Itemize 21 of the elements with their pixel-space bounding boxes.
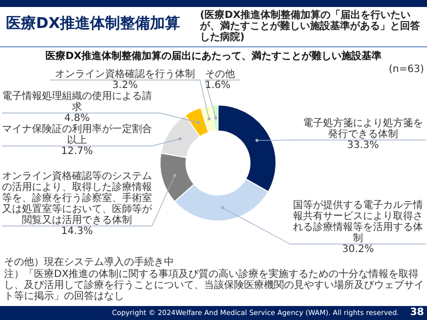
slice-label: 電子処方箋により処方箋を発行できる体制 bbox=[303, 118, 423, 140]
text: (n=63) bbox=[388, 64, 424, 75]
data-label: 14.3% bbox=[61, 226, 93, 237]
data-label: 30.2% bbox=[342, 244, 374, 255]
data-label: 4.8% bbox=[64, 113, 90, 124]
data-label: 1.6% bbox=[205, 80, 230, 91]
slice-label: マイナ保険証の利用率が一定割合以上 bbox=[2, 124, 152, 146]
chart-title: 医療DX推進体制整備加算 bbox=[6, 14, 182, 32]
data-label: 3.2% bbox=[112, 80, 138, 91]
text: (医療DX推進体制整備加算の「届出を行いたいが、満たすことが難しい施設基準がある」と回答した病院) bbox=[200, 10, 421, 43]
data-label: 33.3% bbox=[347, 140, 379, 151]
slice-label: 国等が提供する電子カルテ情報共有サービスにより取得される診療情報等を活用する体制 bbox=[293, 200, 423, 244]
text: その他）現在システム導入の手続き中 bbox=[4, 257, 175, 268]
slice-label: その他 bbox=[205, 69, 235, 80]
text: 38 bbox=[409, 307, 424, 318]
slice-label: オンライン資格確認を行う体制 bbox=[55, 69, 195, 80]
chart-subtitle: 医療DX推進体制整備加算の届出にあたって、満たすことが難しい施設基準 bbox=[44, 51, 382, 62]
text: 注）「医療DX推進の体制に関する事項及び質の高い診療を実施するための十分な情報を取得し、及び活用して診療を行うことについて、当該保険医療機関の見やすい場所及びウェブサイト等に掲示」の回答はなし bbox=[4, 269, 424, 302]
slice-label: 電子情報処理組織の使用による請求 bbox=[2, 91, 152, 113]
data-label: 12.7% bbox=[61, 146, 93, 157]
slice-label: オンライン資格確認等のシステムの活用により、取得した診療情報等を、診療を行う診察室、手術室又は処置室等において、医師等が閲覧又は活用できる体制 bbox=[2, 171, 152, 226]
